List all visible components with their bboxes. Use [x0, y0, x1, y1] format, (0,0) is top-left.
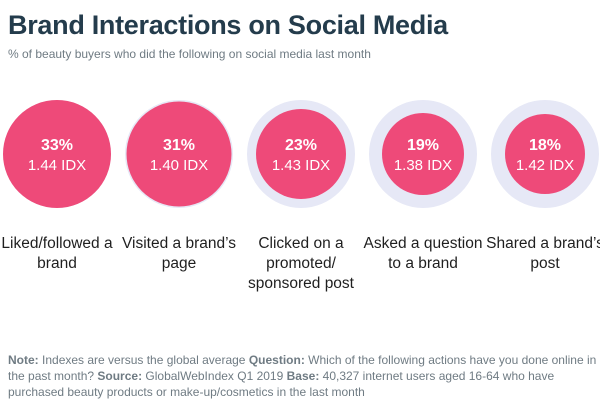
question-label: Question: [248, 353, 305, 367]
bubble-index: 1.38 IDX [393, 157, 453, 174]
bubble [256, 109, 346, 199]
bubble [3, 100, 111, 208]
bubble-ring [247, 100, 355, 208]
base-text: 40,327 internet users aged 16-64 who hav… [8, 369, 555, 399]
bubble-index: 1.42 IDX [515, 157, 575, 174]
bubble-label: Liked/followed a brand [1, 235, 113, 272]
bubble-value: 33% [40, 137, 74, 154]
bubble-chart: 33% 1.44 IDX Liked/followed a brand 31% 1.40… [0, 100, 600, 330]
bubble-ring [491, 100, 599, 208]
bubble [505, 114, 585, 194]
footnote: Note: Indexes are versus the global aver… [8, 352, 598, 400]
chart-subtitle: % of beauty buyers who did the following… [8, 47, 371, 61]
bubble-index: 1.44 IDX [27, 157, 87, 174]
source-text: GlobalWebIndex Q1 2019 [142, 369, 287, 383]
bubble [126, 101, 232, 207]
bubble-index: 1.43 IDX [271, 157, 331, 174]
bubble-value: 19% [406, 137, 440, 154]
bubble-index: 1.40 IDX [149, 157, 209, 174]
source-label: Source: [97, 369, 143, 383]
bubble-value: 31% [162, 137, 196, 154]
bubble-label: Clicked on a promoted/ sponsored post [248, 235, 354, 292]
bubble [382, 113, 464, 195]
note-text: Indexes are versus the global average [38, 353, 249, 367]
bubble-ring [369, 100, 477, 208]
bubble-value: 18% [528, 137, 562, 154]
bubble-value: 23% [284, 137, 318, 154]
bubble-label: Visited a brand’s page [121, 235, 237, 272]
chart-title: Brand Interactions on Social Media [8, 10, 448, 40]
bubble-ring [3, 100, 111, 208]
base-label: Base: [286, 369, 320, 383]
bubble-label: Shared a brand’s post [486, 235, 600, 272]
bubble-ring [125, 100, 233, 208]
question-text: Which of the following actions have you … [8, 353, 597, 383]
bubble-label: Asked a question to a brand [363, 235, 483, 272]
note-label: Note: [8, 353, 39, 367]
